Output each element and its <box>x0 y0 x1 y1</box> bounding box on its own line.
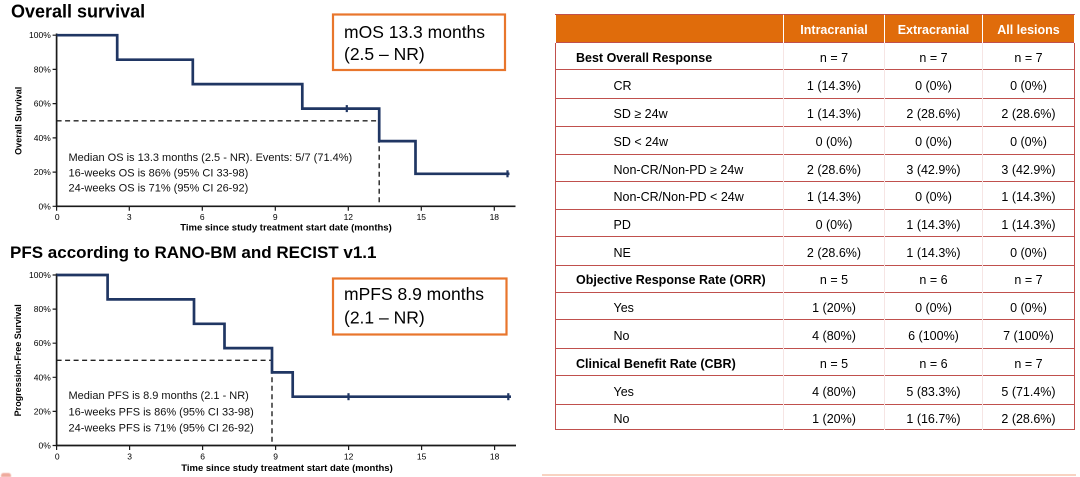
svg-text:16-weeks PFS is 86% (95% CI 33: 16-weeks PFS is 86% (95% CI 33-98) <box>69 406 254 418</box>
svg-text:mOS 13.3 months: mOS 13.3 months <box>344 22 485 42</box>
svg-text:100%: 100% <box>29 270 51 280</box>
svg-text:0: 0 <box>55 212 60 222</box>
svg-text:Median PFS is 8.9 months (2.1: Median PFS is 8.9 months (2.1 - NR) <box>69 390 249 402</box>
svg-text:60%: 60% <box>34 338 51 348</box>
svg-text:12: 12 <box>344 212 354 222</box>
svg-text:3: 3 <box>127 212 132 222</box>
svg-text:60%: 60% <box>34 99 51 109</box>
svg-text:mPFS 8.9 months: mPFS 8.9 months <box>344 284 484 304</box>
svg-text:12: 12 <box>344 451 354 461</box>
svg-text:Median OS is 13.3 months (2.5: Median OS is 13.3 months (2.5 - NR). Eve… <box>69 152 353 164</box>
svg-text:15: 15 <box>417 212 427 222</box>
svg-text:(2.5 – NR): (2.5 – NR) <box>344 44 425 64</box>
svg-text:Time since study treatment sta: Time since study treatment start date (m… <box>181 463 393 474</box>
svg-text:24-weeks PFS is 71% (95% CI 26: 24-weeks PFS is 71% (95% CI 26-92) <box>69 423 254 435</box>
svg-text:18: 18 <box>490 212 500 222</box>
svg-text:Time since study treatment sta: Time since study treatment start date (m… <box>180 223 392 234</box>
svg-text:Overall survival: Overall survival <box>11 2 145 22</box>
svg-text:6: 6 <box>200 451 205 461</box>
svg-text:20%: 20% <box>34 167 51 177</box>
svg-text:40%: 40% <box>34 372 51 382</box>
svg-text:100%: 100% <box>29 30 51 40</box>
svg-text:0: 0 <box>55 451 60 461</box>
svg-text:20%: 20% <box>34 406 51 416</box>
svg-text:40%: 40% <box>34 133 51 143</box>
svg-text:15: 15 <box>417 451 427 461</box>
svg-text:6: 6 <box>200 212 205 222</box>
svg-text:(2.1 – NR): (2.1 – NR) <box>344 307 425 327</box>
svg-text:0%: 0% <box>39 201 52 211</box>
svg-text:80%: 80% <box>34 304 51 314</box>
svg-text:PFS according to RANO-BM and R: PFS according to RANO-BM and RECIST v1.1 <box>10 243 377 262</box>
svg-text:Progression-Free Survival: Progression-Free Survival <box>13 304 23 416</box>
svg-text:Overall Survival: Overall Survival <box>14 87 24 155</box>
svg-text:9: 9 <box>273 451 278 461</box>
svg-text:0%: 0% <box>39 441 52 451</box>
svg-text:9: 9 <box>273 212 278 222</box>
svg-text:24-weeks OS is 71% (95% CI 26-: 24-weeks OS is 71% (95% CI 26-92) <box>69 183 249 195</box>
svg-text:3: 3 <box>127 451 132 461</box>
svg-text:80%: 80% <box>34 64 51 74</box>
svg-text:18: 18 <box>490 451 500 461</box>
svg-text:16-weeks OS is 86% (95% CI 33-: 16-weeks OS is 86% (95% CI 33-98) <box>69 167 249 179</box>
